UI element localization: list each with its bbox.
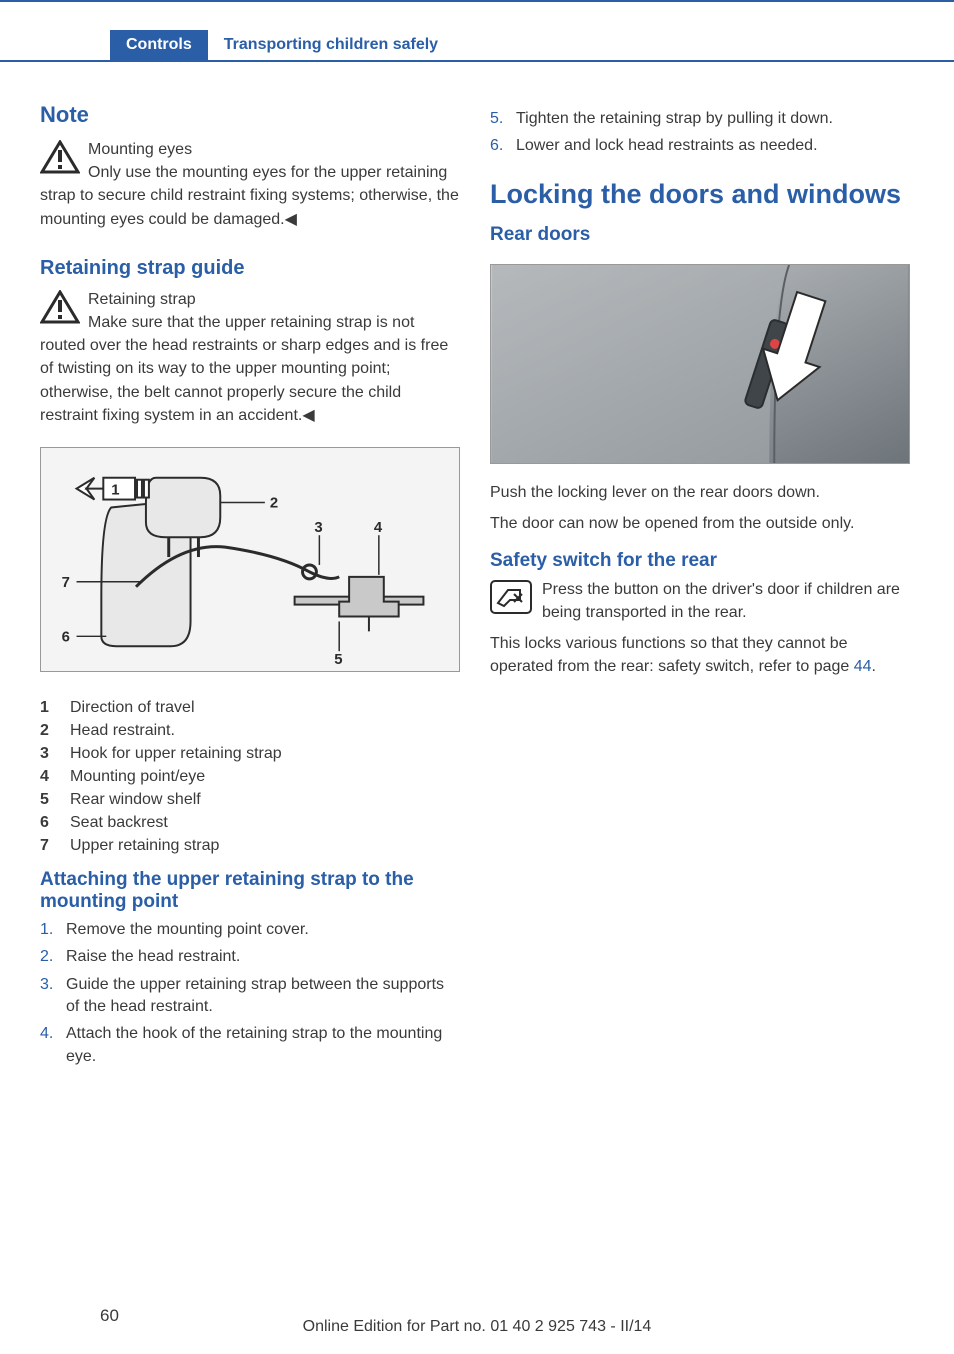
warning-icon bbox=[40, 290, 80, 324]
retaining-strap-diagram: 1 2 3 4 5 6 7 bbox=[40, 447, 460, 672]
svg-text:6: 6 bbox=[62, 629, 70, 645]
svg-text:2: 2 bbox=[270, 495, 278, 511]
warning-body: Make sure that the upper retaining strap… bbox=[40, 314, 448, 424]
svg-text:5: 5 bbox=[334, 652, 342, 668]
diagram-legend: 1Direction of travel 2Head restraint. 3H… bbox=[40, 699, 460, 855]
rear-door-p1: Push the locking lever on the rear doors… bbox=[490, 481, 910, 504]
legend-row: 5Rear window shelf bbox=[40, 791, 460, 809]
warning-body: Only use the mounting eyes for the upper… bbox=[40, 164, 459, 227]
legend-row: 7Upper retaining strap bbox=[40, 837, 460, 855]
rear-door-p2: The door can now be opened from the outs… bbox=[490, 512, 910, 535]
svg-text:1: 1 bbox=[111, 482, 119, 498]
safety-switch-icon bbox=[490, 580, 532, 614]
header-controls-tab: Controls bbox=[110, 30, 208, 60]
legend-row: 4Mounting point/eye bbox=[40, 768, 460, 786]
step: 2.Raise the head restraint. bbox=[40, 946, 460, 968]
footer: Online Edition for Part no. 01 40 2 925 … bbox=[0, 1318, 954, 1336]
page-header: Controls Transporting children safely bbox=[0, 30, 954, 60]
locking-heading: Locking the doors and windows bbox=[490, 178, 910, 210]
warning-mounting-eyes: Mounting eyes Only use the mounting eyes… bbox=[40, 138, 460, 231]
attach-steps: 1.Remove the mounting point cover. 2.Rai… bbox=[40, 919, 460, 1068]
note-heading: Note bbox=[40, 102, 460, 128]
legend-row: 2Head restraint. bbox=[40, 722, 460, 740]
page-link[interactable]: 44 bbox=[854, 658, 872, 675]
step: 4.Attach the hook of the retaining strap… bbox=[40, 1023, 460, 1068]
rear-door-photo bbox=[490, 264, 910, 464]
step: 6.Lower and lock head restraints as need… bbox=[490, 135, 910, 157]
warning-icon bbox=[40, 140, 80, 174]
svg-text:3: 3 bbox=[314, 520, 322, 536]
legend-row: 3Hook for upper retaining strap bbox=[40, 745, 460, 763]
svg-text:4: 4 bbox=[374, 520, 383, 536]
step: 1.Remove the mounting point cover. bbox=[40, 919, 460, 941]
retaining-strap-guide-heading: Retaining strap guide bbox=[40, 257, 460, 280]
legend-row: 6Seat backrest bbox=[40, 814, 460, 832]
warning-retaining-strap: Retaining strap Make sure that the upper… bbox=[40, 288, 460, 427]
step: 5.Tighten the retaining strap by pulling… bbox=[490, 108, 910, 130]
step: 3.Guide the upper retaining strap betwee… bbox=[40, 974, 460, 1019]
warning-title: Retaining strap bbox=[88, 291, 196, 308]
safety-switch-p2: This locks various functions so that the… bbox=[490, 632, 910, 678]
header-chapter-label: Transporting children safely bbox=[208, 30, 454, 60]
safety-switch-heading: Safety switch for the rear bbox=[490, 550, 910, 572]
warning-title: Mounting eyes bbox=[88, 141, 192, 158]
right-column: 5.Tighten the retaining strap by pulling… bbox=[490, 102, 910, 1073]
attaching-heading: Attaching the upper retaining strap to t… bbox=[40, 869, 460, 913]
edition-line: Online Edition for Part no. 01 40 2 925 … bbox=[0, 1318, 954, 1336]
svg-text:7: 7 bbox=[62, 575, 70, 591]
attach-steps-continued: 5.Tighten the retaining strap by pulling… bbox=[490, 108, 910, 158]
left-column: Note Mounting eyes Only use the mounting… bbox=[40, 102, 460, 1073]
rear-doors-heading: Rear doors bbox=[490, 224, 910, 246]
legend-row: 1Direction of travel bbox=[40, 699, 460, 717]
safety-switch-p1: Press the button on the driver's door if… bbox=[490, 578, 910, 624]
